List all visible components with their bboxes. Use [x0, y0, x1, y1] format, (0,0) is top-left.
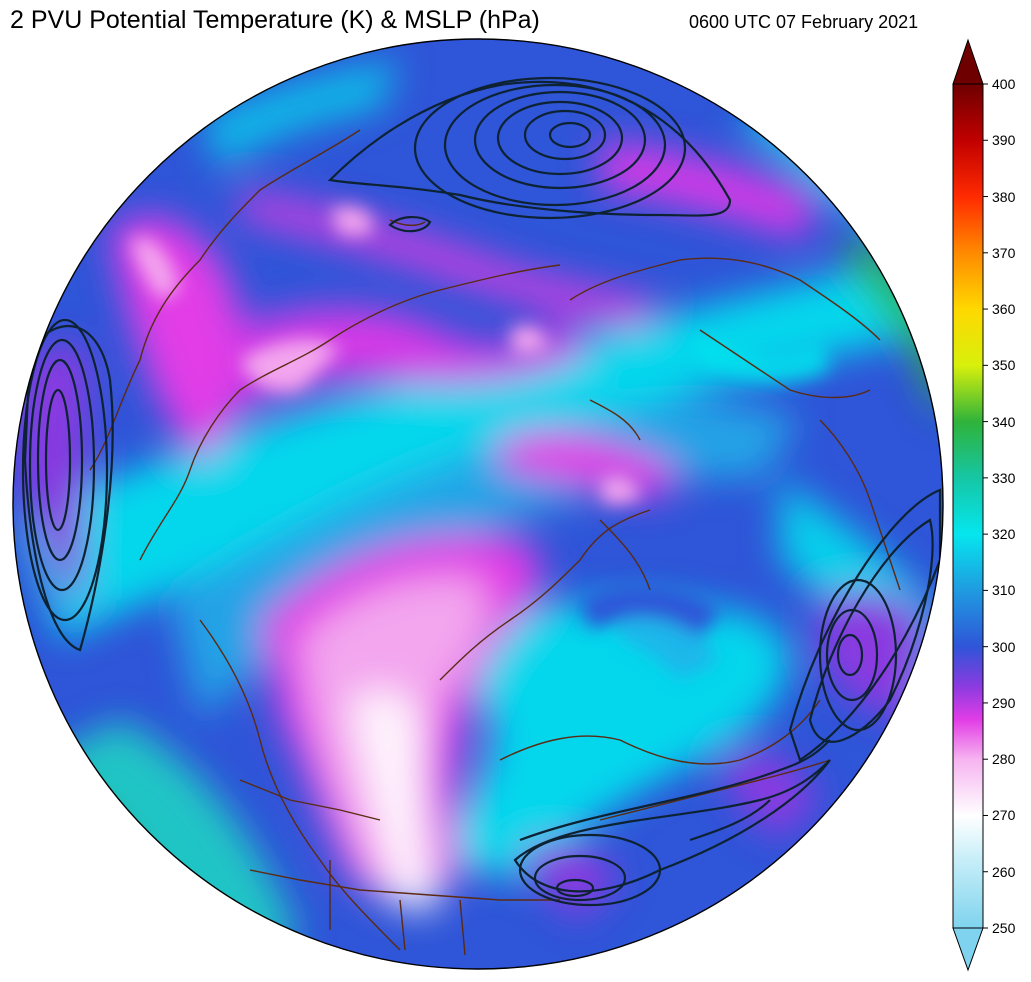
colorbar-tick-label: 390: [992, 132, 1016, 149]
colorbar-bar: [952, 83, 984, 929]
globe-border: [12, 38, 944, 970]
colorbar-tick-label: 300: [992, 638, 1016, 655]
colorbar-tick-label: 250: [992, 920, 1016, 936]
colorbar-tick-label: 350: [992, 357, 1016, 374]
colorbar-tick-label: 320: [992, 526, 1016, 543]
colorbar-tick-label: 360: [992, 301, 1016, 318]
colorbar-tick-label: 340: [992, 413, 1016, 430]
colorbar-bottom-arrow: [952, 927, 984, 972]
colorbar-tick-label: 280: [992, 751, 1016, 768]
colorbar-tick-label: 330: [992, 469, 1016, 486]
colorbar-tick-label: 310: [992, 582, 1016, 599]
valid-time: 0600 UTC 07 February 2021: [689, 12, 919, 32]
colorbar-top-arrow: [952, 38, 984, 85]
colorbar-tick-label: 290: [992, 694, 1016, 711]
colorbar-tick-label: 370: [992, 244, 1016, 261]
colorbar-tick-label: 270: [992, 807, 1016, 824]
mslp-isobars: [21, 76, 942, 907]
coastlines: [89, 129, 901, 956]
map-title: 2 PVU Potential Temperature (K) & MSLP (…: [10, 6, 540, 34]
colorbar-tick-label: 380: [992, 188, 1016, 205]
colorbar-tick-label: 260: [992, 863, 1016, 880]
colorbar-tick-label: 400: [992, 76, 1016, 92]
